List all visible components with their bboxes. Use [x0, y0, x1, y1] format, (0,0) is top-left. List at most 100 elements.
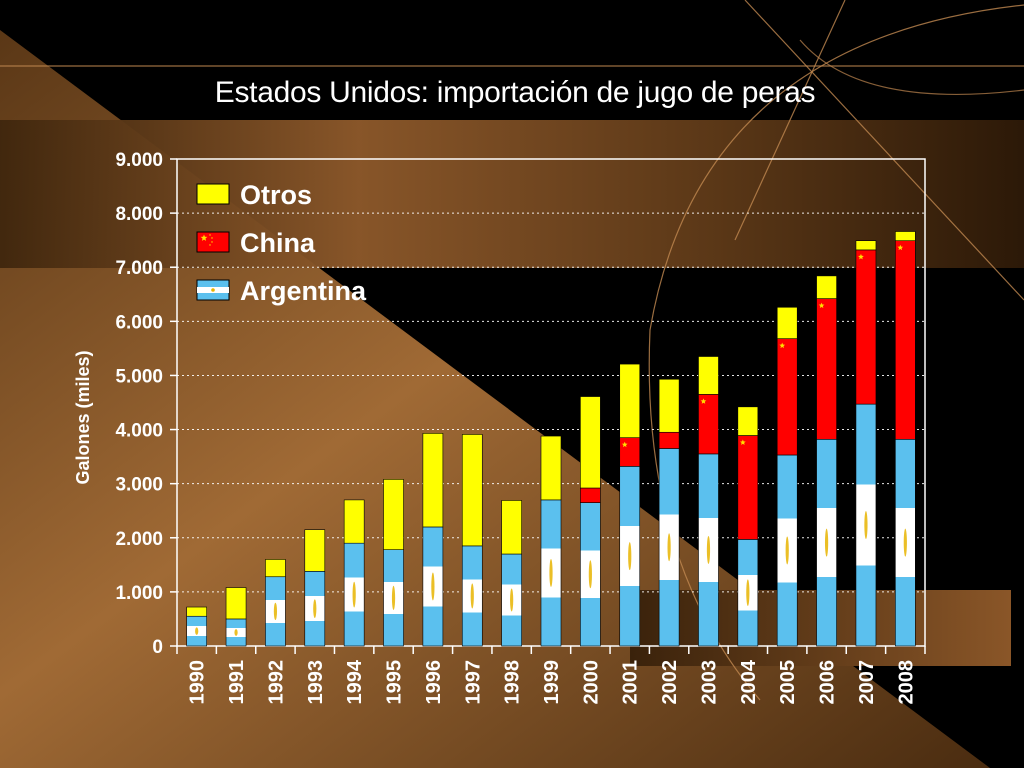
bar-china — [580, 487, 601, 503]
china-star-icon — [739, 439, 746, 445]
bar-stack — [540, 435, 562, 647]
bar-otros — [461, 434, 483, 547]
argentina-sun-icon — [549, 558, 553, 587]
china-star-icon — [818, 302, 825, 309]
x-tick-label: 1998 — [502, 660, 524, 705]
china-star-icon — [700, 398, 707, 404]
bar-otros — [225, 587, 247, 620]
x-tick-label: 1993 — [305, 660, 327, 705]
bar-china — [816, 298, 837, 440]
bar-china — [698, 394, 719, 455]
bar-otros — [186, 606, 207, 617]
bar-china — [619, 437, 641, 467]
bar-stack — [501, 500, 522, 647]
y-axis: 0 1.000 2.000 3.000 4.000 5.000 6.000 7.000 8.00… — [115, 150, 177, 658]
bar-stack — [304, 529, 326, 647]
bar-china — [776, 338, 798, 456]
x-tick-label: 2000 — [580, 660, 602, 705]
argentina-sun-icon — [824, 528, 829, 557]
bar-china — [895, 240, 916, 440]
bar-stack — [895, 231, 916, 647]
x-tick-label: 2008 — [895, 660, 917, 705]
bar-otros — [895, 231, 916, 242]
bar-china — [737, 435, 759, 540]
y-axis-label: Galones (miles) — [73, 350, 93, 484]
x-tick-label: 2001 — [620, 660, 642, 705]
bar-otros — [698, 356, 719, 395]
y-tick-label: 5.000 — [115, 366, 163, 387]
bar-stack — [422, 433, 444, 647]
china-flag-icon — [200, 234, 208, 241]
background-band — [0, 120, 1024, 268]
y-tick-label: 3.000 — [115, 475, 163, 496]
argentina-sun-icon — [667, 533, 671, 562]
bar-otros — [343, 499, 365, 544]
argentina-flag-icon — [211, 288, 215, 292]
argentina-sun-icon — [352, 581, 356, 608]
bar-stack — [383, 479, 404, 647]
x-tick-label: 2003 — [698, 660, 720, 705]
y-tick-label: 7.000 — [115, 258, 163, 279]
x-tick-label: 2002 — [659, 660, 681, 705]
argentina-sun-icon — [234, 629, 238, 636]
china-small-star-icon — [208, 233, 212, 236]
bar-otros — [501, 500, 522, 555]
bar-stack — [698, 356, 719, 647]
china-small-star-icon — [210, 240, 214, 243]
bar-otros — [383, 479, 404, 550]
x-tick-label: 2007 — [856, 660, 878, 705]
bar-otros — [265, 559, 286, 578]
argentina-sun-icon — [470, 583, 474, 609]
y-tick-label: 4.000 — [115, 421, 163, 442]
y-tick-label: 8.000 — [115, 204, 163, 225]
bar-china — [658, 431, 680, 449]
legend-item: Otros — [196, 180, 312, 210]
legend-label: Argentina — [240, 276, 367, 306]
bar-otros — [816, 275, 837, 299]
legend-label: China — [240, 228, 316, 258]
argentina-sun-icon — [588, 560, 592, 589]
bar-stack — [265, 559, 286, 647]
legend-swatch-otros — [196, 183, 230, 205]
x-tick-label: 1992 — [265, 660, 287, 705]
bar-stack — [225, 587, 247, 647]
bar-stack — [461, 434, 483, 647]
bar-otros — [737, 406, 759, 436]
x-tick-label: 1994 — [344, 659, 366, 704]
bar-otros — [855, 240, 877, 251]
bar-stack — [737, 406, 759, 647]
china-star-icon — [779, 342, 786, 349]
x-tick-label: 1990 — [187, 660, 209, 705]
bar-otros — [619, 363, 641, 438]
x-tick-label: 2004 — [738, 659, 760, 704]
legend: Otros China Argentina — [196, 180, 367, 306]
argentina-sun-icon — [746, 579, 750, 607]
y-tick-label: 2.000 — [115, 529, 163, 550]
china-small-star-icon — [210, 236, 214, 239]
argentina-sun-icon — [628, 542, 632, 571]
china-star-icon — [621, 441, 628, 448]
y-tick-label: 9.000 — [115, 150, 163, 171]
bar-otros — [658, 378, 680, 433]
y-tick-label: 1.000 — [115, 583, 163, 604]
argentina-sun-icon — [195, 627, 199, 635]
x-tick-label: 1995 — [384, 660, 406, 705]
argentina-sun-icon — [785, 536, 789, 565]
argentina-sun-icon — [510, 588, 514, 612]
x-axis: 1990 1991 1992 1993 1994 1995 1996 1997 1998 1999… — [176, 646, 926, 705]
x-tick-label: 2006 — [817, 660, 839, 705]
argentina-sun-icon — [391, 585, 396, 610]
bar-stack — [658, 378, 680, 647]
argentina-sun-icon — [864, 511, 868, 540]
legend-swatch-china — [196, 231, 230, 253]
china-star-icon — [897, 244, 904, 251]
bar-china — [855, 249, 877, 405]
bar-stack — [816, 275, 837, 647]
bar-stack — [580, 396, 601, 647]
y-tick-label: 6.000 — [115, 312, 163, 333]
bar-otros — [580, 396, 601, 489]
bar-stack — [186, 606, 207, 647]
argentina-sun-icon — [431, 572, 435, 601]
